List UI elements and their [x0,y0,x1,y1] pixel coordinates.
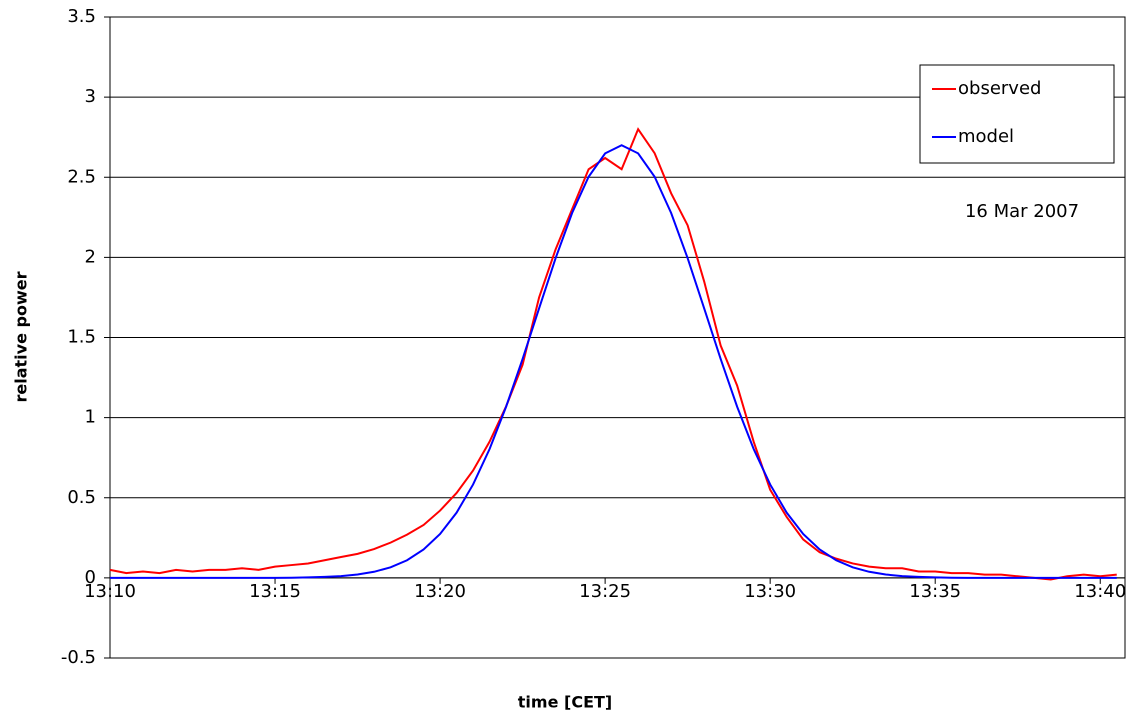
y-tick-label: 1.5 [67,327,96,348]
x-tick-label: 13:20 [414,581,466,602]
x-tick-label: 13:30 [744,581,796,602]
plot-border [109,16,1126,659]
y-tick-label: 3.5 [67,6,96,27]
legend-label: observed [958,78,1041,99]
legend-label: model [958,126,1014,147]
legend-box [919,64,1115,164]
x-tick-label: 13:40 [1074,581,1126,602]
y-tick-label: 3 [85,86,96,107]
x-axis-title: time [CET] [518,693,612,712]
line-series [109,127,1117,581]
y-tick-label: -0.5 [61,647,96,668]
y-axis-title: relative power [12,271,31,402]
y-tick-label: 0 [85,567,96,588]
y-tick-label: 1 [85,407,96,428]
x-tick-label: 13:15 [249,581,301,602]
x-tick-label: 13:10 [84,581,136,602]
y-tick-label: 2.5 [67,166,96,187]
x-tick-label: 13:25 [579,581,631,602]
y-tick-label: 2 [85,246,96,267]
line-series [110,144,1117,579]
x-tick-label: 13:35 [909,581,961,602]
annotation: 16 Mar 2007 [965,201,1079,222]
y-tick-label: 0.5 [67,487,96,508]
